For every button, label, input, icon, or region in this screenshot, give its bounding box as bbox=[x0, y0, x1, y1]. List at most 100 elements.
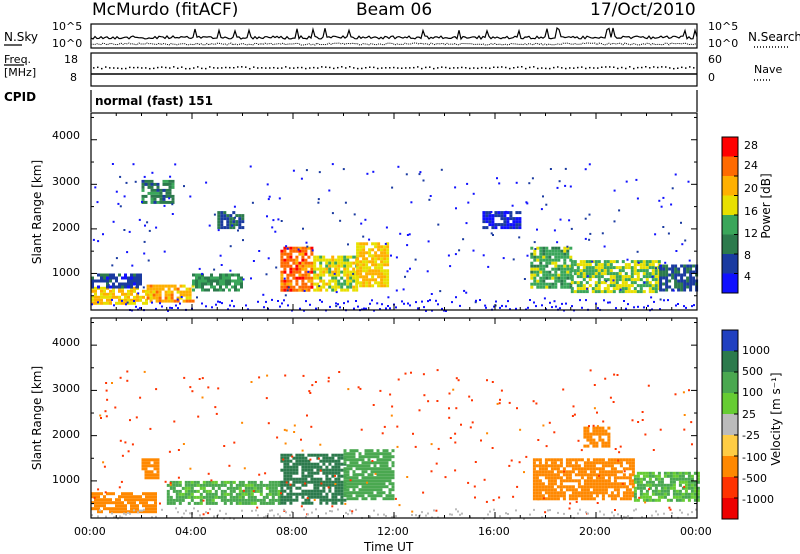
heatmap-cell bbox=[325, 471, 329, 475]
heatmap-cell bbox=[109, 295, 112, 299]
heatmap-cell bbox=[532, 458, 536, 462]
heatmap-cell bbox=[166, 489, 170, 493]
heatmap-cell bbox=[386, 263, 390, 267]
heatmap-cell bbox=[622, 491, 626, 495]
heatmap-speck bbox=[436, 400, 439, 402]
heatmap-cell bbox=[545, 252, 549, 256]
heatmap-cell bbox=[97, 298, 100, 302]
heatmap-speck bbox=[132, 163, 135, 166]
heatmap-cell bbox=[547, 476, 551, 480]
heatmap-cell bbox=[592, 485, 596, 489]
heatmap-cell bbox=[144, 182, 148, 186]
heatmap-cell bbox=[192, 279, 195, 283]
heatmap-cell bbox=[601, 491, 605, 495]
heatmap-cell bbox=[301, 471, 305, 475]
heatmap-cell bbox=[286, 465, 290, 469]
heatmap-cell bbox=[633, 278, 637, 282]
heatmap-cell bbox=[142, 501, 145, 505]
heatmap-cell bbox=[690, 486, 694, 490]
heatmap-speck bbox=[223, 445, 226, 447]
heatmap-cell bbox=[536, 273, 540, 277]
heatmap-speck bbox=[317, 457, 320, 460]
heatmap-cell bbox=[170, 296, 174, 300]
heatmap-speck bbox=[545, 445, 548, 448]
heatmap-cell bbox=[358, 473, 362, 477]
heatmap-cell bbox=[97, 504, 100, 508]
heatmap-cell bbox=[356, 257, 360, 261]
heatmap-cell bbox=[156, 473, 160, 477]
heatmap-speck bbox=[313, 499, 316, 501]
heatmap-cell bbox=[382, 470, 386, 474]
heatmap-cell bbox=[352, 279, 356, 283]
ground-scatter bbox=[217, 513, 219, 516]
heatmap-cell bbox=[304, 456, 308, 460]
heatmap-cell bbox=[585, 263, 589, 267]
heatmap-cell bbox=[292, 465, 296, 469]
heatmap-speck bbox=[241, 421, 244, 424]
heatmap-cell bbox=[621, 290, 625, 294]
heatmap-cell bbox=[349, 276, 353, 280]
heatmap-cell bbox=[346, 282, 350, 286]
heatmap-cell bbox=[598, 470, 602, 474]
heatmap-cell bbox=[377, 248, 381, 252]
heatmap-cell bbox=[554, 261, 558, 265]
heatmap-speck bbox=[267, 257, 270, 260]
heatmap-cell bbox=[566, 285, 570, 289]
heatmap-cell bbox=[346, 255, 350, 259]
heatmap-cell bbox=[563, 252, 567, 256]
heatmap-cell bbox=[201, 282, 204, 286]
nave-point bbox=[673, 67, 675, 70]
heatmap-cell bbox=[690, 495, 694, 499]
heatmap-cell bbox=[304, 261, 308, 265]
heatmap-cell bbox=[671, 267, 675, 271]
heatmap-cell bbox=[533, 252, 537, 256]
heatmap-cell bbox=[292, 276, 296, 280]
heatmap-speck bbox=[398, 504, 401, 507]
heatmap-cell bbox=[283, 264, 287, 268]
heatmap-cell bbox=[340, 495, 344, 499]
heatmap-cell bbox=[562, 491, 566, 495]
heatmap-cell bbox=[295, 264, 299, 268]
ground-scatter bbox=[279, 305, 281, 308]
heatmap-speck bbox=[123, 195, 126, 198]
heatmap-cell bbox=[686, 282, 690, 286]
ground-scatter bbox=[125, 303, 127, 306]
heatmap-cell bbox=[686, 267, 690, 271]
heatmap-cell bbox=[376, 491, 380, 495]
heatmap-cell bbox=[591, 272, 595, 276]
heatmap-cell bbox=[355, 491, 359, 495]
heatmap-speck bbox=[126, 379, 129, 382]
heatmap-speck bbox=[408, 233, 411, 236]
heatmap-cell bbox=[645, 480, 649, 484]
heatmap-cell bbox=[577, 464, 581, 468]
vel-cbar-tick-500: 500 bbox=[742, 365, 763, 378]
heatmap-cell bbox=[155, 290, 159, 294]
heatmap-cell bbox=[149, 293, 153, 297]
heatmap-cell bbox=[654, 474, 658, 478]
heatmap-cell bbox=[639, 492, 643, 496]
heatmap-cell bbox=[316, 288, 320, 292]
ground-scatter bbox=[449, 513, 451, 516]
heatmap-speck bbox=[681, 243, 684, 246]
heatmap-cell bbox=[361, 482, 365, 486]
heatmap-cell bbox=[615, 287, 619, 291]
heatmap-cell bbox=[609, 290, 613, 294]
heatmap-cell bbox=[570, 266, 574, 270]
ground-scatter bbox=[305, 300, 307, 303]
heatmap-speck bbox=[286, 247, 289, 250]
heatmap-speck bbox=[549, 168, 552, 170]
heatmap-speck bbox=[242, 489, 245, 492]
heatmap-cell bbox=[159, 197, 163, 201]
heatmap-cell bbox=[241, 214, 245, 218]
heatmap-cell bbox=[192, 282, 195, 286]
heatmap-cell bbox=[295, 453, 299, 457]
heatmap-cell bbox=[365, 242, 369, 246]
heatmap-cell bbox=[556, 497, 560, 501]
heatmap-cell bbox=[232, 220, 236, 224]
heatmap-cell bbox=[358, 491, 362, 495]
heatmap-cell bbox=[139, 495, 142, 499]
xtick-4: 16:00 bbox=[478, 525, 510, 538]
heatmap-cell bbox=[628, 497, 632, 501]
heatmap-cell bbox=[136, 276, 139, 280]
heatmap-cell bbox=[94, 301, 97, 305]
